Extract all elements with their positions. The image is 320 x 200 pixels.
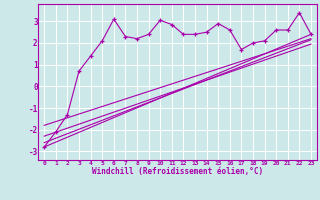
X-axis label: Windchill (Refroidissement éolien,°C): Windchill (Refroidissement éolien,°C) — [92, 167, 263, 176]
